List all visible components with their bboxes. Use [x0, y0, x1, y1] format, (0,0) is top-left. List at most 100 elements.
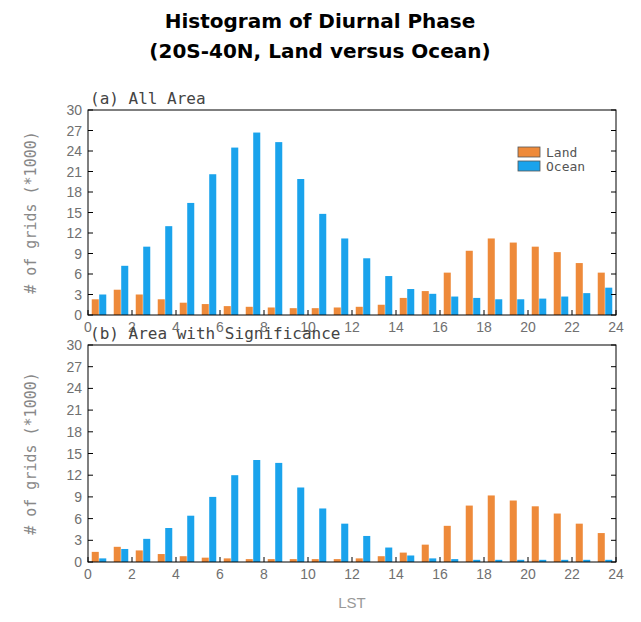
bar — [444, 273, 451, 315]
y-tick — [88, 110, 93, 111]
y-tick — [88, 562, 93, 563]
y-tick — [611, 540, 616, 541]
bar — [517, 299, 524, 315]
x-tick — [220, 557, 221, 562]
bar — [561, 297, 568, 315]
x-tick-label: 18 — [476, 566, 492, 582]
bar — [136, 295, 143, 316]
y-tick-label: 3 — [74, 532, 82, 548]
y-tick-label: 9 — [74, 246, 82, 262]
bar — [121, 549, 128, 562]
bar — [422, 545, 429, 562]
x-tick — [484, 557, 485, 562]
bar — [422, 291, 429, 315]
bar — [143, 247, 150, 315]
x-tick — [220, 310, 221, 315]
x-tick-label: 20 — [520, 319, 536, 335]
y-tick-label: 24 — [66, 143, 82, 159]
bar — [334, 307, 341, 315]
x-tick — [572, 557, 573, 562]
bar — [510, 501, 517, 562]
x-tick-label: 6 — [216, 566, 224, 582]
bar — [114, 547, 121, 562]
y-tick — [611, 453, 616, 454]
bar — [539, 299, 546, 315]
y-tick — [88, 518, 93, 519]
bar — [187, 203, 194, 315]
bar — [297, 487, 304, 562]
x-tick — [352, 557, 353, 562]
y-tick — [88, 410, 93, 411]
bar — [473, 298, 480, 315]
x-tick — [308, 310, 309, 315]
y-tick — [88, 475, 93, 476]
bar — [466, 506, 473, 562]
y-tick-label: 18 — [66, 184, 82, 200]
bar — [451, 297, 458, 315]
bar — [510, 243, 517, 315]
bar — [312, 308, 319, 315]
bar — [121, 266, 128, 315]
y-tick-label: 12 — [66, 467, 82, 483]
y-tick — [611, 315, 616, 316]
legend-label: Ocean — [546, 159, 585, 174]
y-tick — [611, 233, 616, 234]
x-tick — [264, 557, 265, 562]
bar — [158, 554, 165, 562]
y-tick — [611, 212, 616, 213]
bar — [319, 214, 326, 315]
y-tick-label: 21 — [66, 402, 82, 418]
y-tick — [88, 212, 93, 213]
y-tick — [88, 453, 93, 454]
bar — [99, 558, 106, 562]
x-tick-label: 14 — [388, 566, 404, 582]
y-tick-label: 0 — [74, 307, 82, 323]
y-tick — [611, 431, 616, 432]
x-tick-label: 4 — [172, 566, 180, 582]
y-tick-label: 6 — [74, 266, 82, 282]
bar — [400, 298, 407, 315]
bar — [143, 539, 150, 562]
x-tick-label: 8 — [260, 566, 268, 582]
bar — [165, 528, 172, 562]
bar — [275, 142, 282, 315]
y-tick — [88, 151, 93, 152]
bar — [554, 252, 561, 315]
x-tick-label: 14 — [388, 319, 404, 335]
y-tick-label: 24 — [66, 380, 82, 396]
y-tick — [88, 233, 93, 234]
bar — [488, 495, 495, 562]
bar — [209, 497, 216, 562]
x-tick — [572, 310, 573, 315]
y-tick — [611, 294, 616, 295]
y-tick-label: 9 — [74, 489, 82, 505]
y-tick — [611, 388, 616, 389]
bar — [385, 548, 392, 562]
frame — [88, 110, 616, 315]
y-tick — [611, 562, 616, 563]
x-tick-label: 22 — [564, 319, 580, 335]
y-tick-label: 0 — [74, 554, 82, 570]
y-tick-label: 30 — [66, 337, 82, 353]
x-axis-label: LST — [338, 594, 366, 611]
bar — [576, 524, 583, 562]
frame — [88, 345, 616, 562]
legend-label: Land — [546, 145, 577, 160]
y-tick — [611, 366, 616, 367]
y-tick — [88, 345, 93, 346]
x-tick-label: 20 — [520, 566, 536, 582]
title: Histogram of Diurnal Phase — [165, 9, 476, 33]
x-tick — [396, 310, 397, 315]
bar — [363, 536, 370, 562]
y-tick — [88, 253, 93, 254]
bar — [224, 306, 231, 315]
x-tick-label: 0 — [84, 566, 92, 582]
y-tick — [88, 388, 93, 389]
bar — [180, 556, 187, 562]
x-tick-label: 22 — [564, 566, 580, 582]
x-tick — [616, 310, 617, 315]
y-tick — [611, 345, 616, 346]
bar — [290, 308, 297, 315]
bar — [576, 263, 583, 315]
bar — [378, 305, 385, 315]
